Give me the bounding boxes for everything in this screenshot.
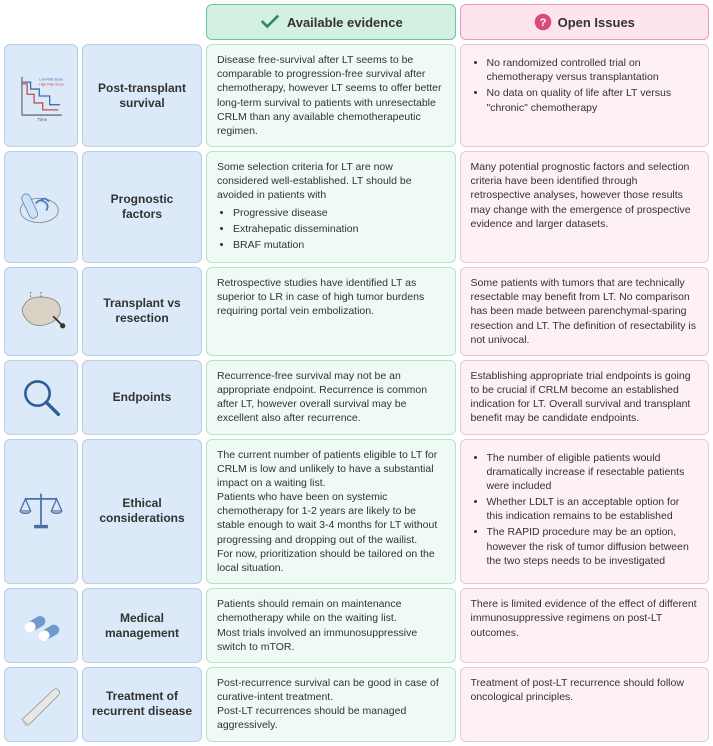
topic-label: Transplant vs resection (89, 296, 195, 326)
cell-text: Post-recurrence survival can be good in … (217, 677, 439, 732)
evidence-list: Progressive disease Extrahepatic dissemi… (217, 206, 445, 253)
list-item: BRAF mutation (233, 238, 445, 252)
issues-transplant: Some patients with tumors that are techn… (460, 267, 710, 356)
topic-label: Medical management (89, 611, 195, 641)
issues-endpoints: Establishing appropriate trial endpoints… (460, 360, 710, 435)
evidence-prognostic: Some selection criteria for LT are now c… (206, 151, 456, 263)
cell-text: Patients should remain on maintenance ch… (217, 598, 417, 653)
list-item: The number of eligible patients would dr… (487, 451, 699, 494)
scales-icon (15, 485, 67, 537)
topic-label: Treatment of recurrent disease (89, 689, 195, 719)
row-icon-endpoints (4, 360, 78, 435)
topic-medical: Medical management (82, 588, 202, 663)
cell-text: Many potential prognostic factors and se… (471, 161, 691, 230)
topic-label: Ethical considerations (89, 496, 195, 526)
evidence-medical: Patients should remain on maintenance ch… (206, 588, 456, 663)
cell-text: Recurrence-free survival may not be an a… (217, 370, 427, 425)
list-item: Progressive disease (233, 206, 445, 220)
topic-label: Post-transplant survival (89, 81, 195, 111)
topic-label: Prognostic factors (89, 192, 195, 222)
header-spacer (82, 4, 202, 40)
row-icon-prognostic (4, 151, 78, 263)
list-item: Whether LDLT is an acceptable option for… (487, 495, 699, 523)
liver-icon (15, 285, 67, 337)
cell-text: Disease free-survival after LT seems to … (217, 54, 442, 137)
cell-text: There is limited evidence of the effect … (471, 598, 697, 638)
evidence-survival: Disease free-survival after LT seems to … (206, 44, 456, 147)
list-item: Extrahepatic dissemination (233, 222, 445, 236)
evidence-transplant: Retrospective studies have identified LT… (206, 267, 456, 356)
cell-text: Treatment of post-LT recurrence should f… (471, 677, 684, 703)
cell-text: Establishing appropriate trial endpoints… (471, 370, 691, 425)
header-issues: ? Open Issues (460, 4, 710, 40)
list-item: No data on quality of life after LT vers… (487, 86, 699, 114)
evidence-endpoints: Recurrence-free survival may not be an a… (206, 360, 456, 435)
cell-text: Some patients with tumors that are techn… (471, 277, 696, 346)
svg-text:High Risk Score: High Risk Score (39, 82, 64, 86)
header-evidence-label: Available evidence (287, 15, 403, 30)
topic-transplant: Transplant vs resection (82, 267, 202, 356)
row-icon-medical (4, 588, 78, 663)
topic-recurrent: Treatment of recurrent disease (82, 667, 202, 742)
list-item: The RAPID procedure may be an option, ho… (487, 525, 699, 568)
question-icon: ? (534, 13, 552, 31)
issues-list: The number of eligible patients would dr… (471, 451, 699, 568)
topic-survival: Post-transplant survival (82, 44, 202, 147)
svg-text:Low Risk Score: Low Risk Score (39, 77, 63, 81)
comparison-table: Available evidence ? Open Issues Low Ris… (4, 4, 709, 742)
header-evidence: Available evidence (206, 4, 456, 40)
row-icon-transplant (4, 267, 78, 356)
topic-label: Endpoints (113, 390, 172, 405)
checkmark-icon (259, 11, 281, 33)
cell-text: Some selection criteria for LT are now c… (217, 161, 412, 201)
svg-text:Time: Time (38, 117, 48, 122)
header-issues-label: Open Issues (558, 15, 635, 30)
topic-prognostic: Prognostic factors (82, 151, 202, 263)
row-icon-survival: Low Risk Score High Risk Score Time (4, 44, 78, 147)
row-icon-ethical (4, 439, 78, 585)
issues-list: No randomized controlled trial on chemot… (471, 56, 699, 115)
row-icon-recurrent (4, 667, 78, 742)
pills-icon (15, 600, 67, 652)
list-item: No randomized controlled trial on chemot… (487, 56, 699, 84)
cell-text: Retrospective studies have identified LT… (217, 277, 424, 317)
evidence-ethical: The current number of patients eligible … (206, 439, 456, 585)
cell-text: The current number of patients eligible … (217, 449, 437, 574)
issues-recurrent: Treatment of post-LT recurrence should f… (460, 667, 710, 742)
topic-endpoints: Endpoints (82, 360, 202, 435)
magnifier-icon (15, 371, 67, 423)
svg-text:?: ? (539, 17, 546, 29)
scalpel-icon (15, 678, 67, 730)
issues-prognostic: Many potential prognostic factors and se… (460, 151, 710, 263)
survival-chart-icon: Low Risk Score High Risk Score Time (15, 70, 67, 122)
topic-ethical: Ethical considerations (82, 439, 202, 585)
test-tube-icon (15, 181, 67, 233)
issues-ethical: The number of eligible patients would dr… (460, 439, 710, 585)
issues-survival: No randomized controlled trial on chemot… (460, 44, 710, 147)
issues-medical: There is limited evidence of the effect … (460, 588, 710, 663)
evidence-recurrent: Post-recurrence survival can be good in … (206, 667, 456, 742)
header-spacer (4, 4, 78, 40)
